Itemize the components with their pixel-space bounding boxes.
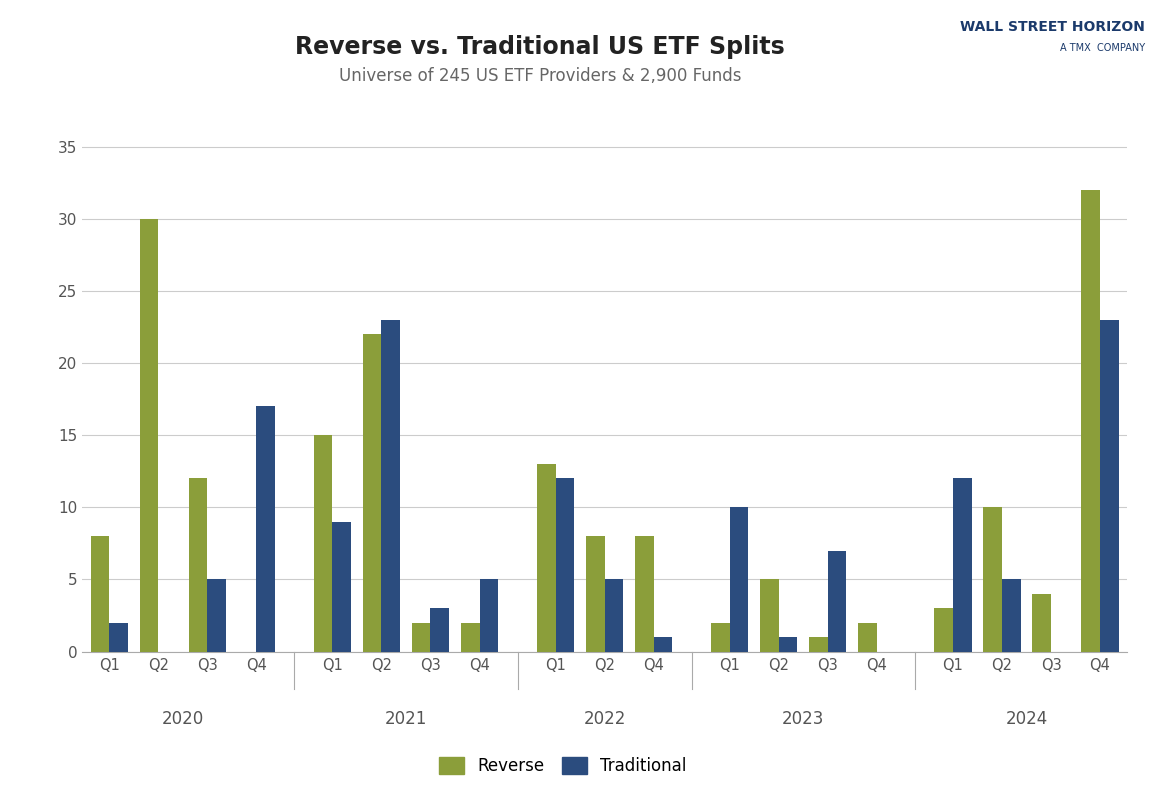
Bar: [90, 536, 109, 652]
Bar: [635, 536, 654, 652]
Bar: [935, 608, 953, 652]
Legend: Reverse, Traditional: Reverse, Traditional: [433, 750, 693, 782]
Bar: [189, 478, 208, 652]
Bar: [140, 219, 158, 652]
Bar: [828, 550, 846, 652]
Bar: [711, 623, 730, 652]
Bar: [809, 637, 828, 652]
Bar: [537, 464, 555, 652]
Bar: [760, 579, 778, 652]
Bar: [778, 637, 797, 652]
Bar: [256, 407, 275, 652]
Bar: [208, 579, 225, 652]
Bar: [1100, 319, 1119, 652]
Bar: [1081, 190, 1100, 652]
Bar: [654, 637, 673, 652]
Bar: [479, 579, 498, 652]
Bar: [730, 507, 748, 652]
Bar: [363, 334, 382, 652]
Bar: [461, 623, 479, 652]
Bar: [109, 623, 128, 652]
Text: Universe of 245 US ETF Providers & 2,900 Funds: Universe of 245 US ETF Providers & 2,900…: [339, 67, 741, 85]
Bar: [382, 319, 400, 652]
Bar: [858, 623, 877, 652]
Bar: [586, 536, 605, 652]
Text: 2020: 2020: [162, 710, 204, 728]
Bar: [953, 478, 972, 652]
Text: WALL STREET HORIZON: WALL STREET HORIZON: [960, 20, 1145, 34]
Bar: [555, 478, 574, 652]
Text: 2023: 2023: [782, 710, 824, 728]
Text: Reverse vs. Traditional US ETF Splits: Reverse vs. Traditional US ETF Splits: [295, 35, 785, 60]
Bar: [605, 579, 623, 652]
Bar: [1032, 593, 1051, 652]
Text: 2021: 2021: [385, 710, 427, 728]
Text: 2022: 2022: [583, 710, 626, 728]
Bar: [332, 522, 351, 652]
Bar: [1001, 579, 1020, 652]
Bar: [313, 435, 332, 652]
Text: A TMX  COMPANY: A TMX COMPANY: [1059, 43, 1145, 53]
Bar: [984, 507, 1001, 652]
Bar: [412, 623, 431, 652]
Bar: [431, 608, 450, 652]
Text: 2024: 2024: [1005, 710, 1047, 728]
